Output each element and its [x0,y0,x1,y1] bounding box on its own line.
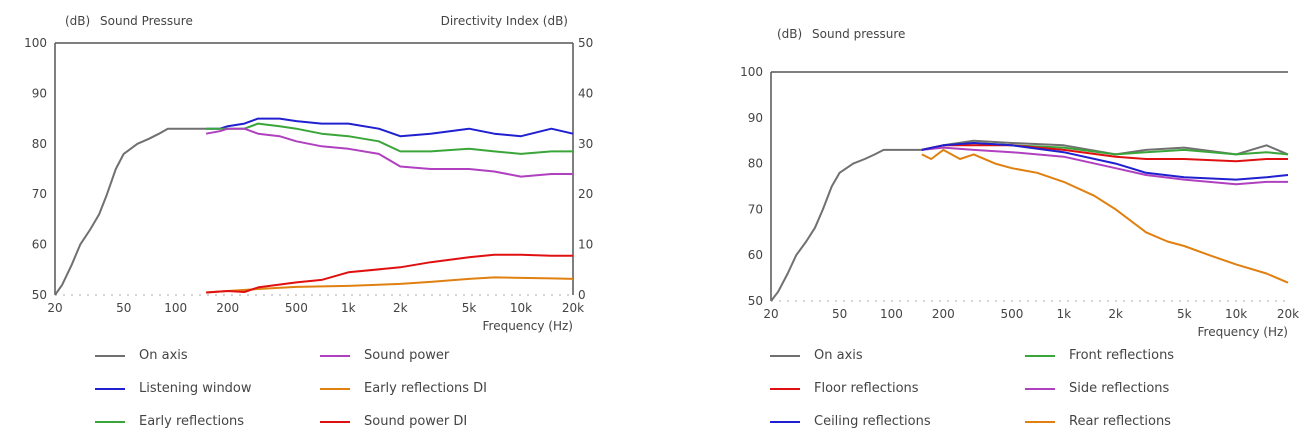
legend-label: Ceiling reflections [814,414,931,429]
chart-2-ytick-label: 90 [748,111,763,125]
chart-1-xtick-label: 20k [562,301,584,315]
chart-1-series-listening-window [206,117,574,138]
legend-label: Floor reflections [814,381,919,396]
chart-1-ytick-label: 50 [32,288,47,302]
chart-2-xtick-label: 100 [880,307,903,321]
chart-2-xtick-label: 5k [1177,307,1192,321]
chart-1-ytick-label: 80 [32,137,47,151]
chart-1-xtick-label: 5k [462,301,477,315]
chart-1-ytick-right-label: 0 [578,288,586,302]
legend-swatch [320,354,350,357]
chart-1-series-on-axis [54,127,207,296]
chart-2-ytick-label: 70 [748,202,763,216]
legend-label: On axis [814,348,863,363]
chart-2-xtick-label: 1k [1056,307,1071,321]
legend-item: Rear reflections [1025,413,1171,431]
chart-2-series-floor-reflections [921,144,1288,163]
legend-item: Sound power [320,347,449,365]
chart-2-ytick-label: 50 [748,294,763,308]
chart-1-ytick-label: 90 [32,86,47,100]
chart-1-xtick-label: 1k [341,301,356,315]
chart-1-xtick-label: 20 [47,301,62,315]
legend-swatch [95,354,125,357]
chart-1-xtick-label: 500 [285,301,308,315]
legend-item: Sound power DI [320,413,467,431]
legend-item: Early reflections DI [320,380,487,398]
legend-label: Sound power DI [364,414,468,429]
legend-item: Front reflections [1025,347,1174,365]
legend-item: Ceiling reflections [770,413,931,431]
chart-1-ytick-right-label: 30 [578,137,593,151]
chart-2-ytick-label: 100 [740,65,763,79]
legend-label: Listening window [139,381,252,396]
chart-1-xtick-label: 2k [393,301,408,315]
legend-label: Early reflections [139,414,245,429]
legend-item: Early reflections [95,413,244,431]
chart-1-series-sound-power [205,127,573,178]
chart-2-xtick-label: 10k [1225,307,1247,321]
legend-item: Listening window [95,380,252,398]
legend-swatch [1025,420,1055,423]
chart-1-ytick-label: 100 [24,36,47,50]
legend-label: Front reflections [1069,348,1175,363]
chart-1-ytick-label: 70 [32,187,47,201]
chart-2-title: Sound pressure [812,27,905,41]
chart-2-xtick-label: 20k [1277,307,1299,321]
chart-1-xlabel: Frequency (Hz) [483,319,574,333]
chart-2-series-rear-reflections [921,148,1289,284]
chart-2-xlabel: Frequency (Hz) [1198,325,1289,339]
legend-label: On axis [139,348,188,363]
legend-item: On axis [770,347,863,365]
legend-item: Side reflections [1025,380,1169,398]
chart-2-ytick-label: 80 [748,157,763,171]
legend-label: Rear reflections [1069,414,1171,429]
chart-1-series-early-reflections-di [206,276,574,294]
chart-2-xtick-label: 50 [832,307,847,321]
chart-1-ytick-right-label: 20 [578,187,593,201]
chart-2-series-side-reflections [921,146,1288,186]
chart-1-xtick-label: 50 [116,301,131,315]
chart-2-ylabel: (dB) [777,27,802,41]
legend-swatch [770,354,800,357]
chart-2-ytick-label: 60 [748,248,763,262]
legend-item: Floor reflections [770,380,919,398]
legend-swatch [320,420,350,423]
chart-1-title: Sound Pressure [100,14,193,28]
chart-1-series-sound-power-di [206,253,573,294]
chart-1-ytick-label: 60 [32,238,47,252]
chart-2-xtick-label: 20 [763,307,778,321]
chart-2-xtick-label: 200 [932,307,955,321]
legend-label: Early reflections DI [364,381,488,396]
legend-swatch [770,387,800,390]
legend-swatch [1025,354,1055,357]
chart-1-ylabel-right: Directivity Index (dB) [441,14,568,28]
chart-1-series-early-reflections [206,122,573,155]
legend-swatch [95,420,125,423]
chart-1-xtick-label: 10k [510,301,532,315]
legend-label: Sound power [364,348,450,363]
legend-swatch [770,420,800,423]
chart-1-ytick-right-label: 50 [578,36,593,50]
legend-item: On axis [95,347,188,365]
legend-swatch [320,387,350,390]
chart-1-ytick-right-label: 40 [578,86,593,100]
legend-label: Side reflections [1069,381,1170,396]
chart-1-xtick-label: 100 [164,301,187,315]
chart-2-xtick-label: 500 [1000,307,1023,321]
chart-1-ytick-right-label: 10 [578,238,593,252]
legend-swatch [1025,387,1055,390]
chart-1-ylabel: (dB) [65,14,90,28]
chart-1-xtick-label: 200 [216,301,239,315]
chart-2-xtick-label: 2k [1108,307,1123,321]
chart-2-series-ceiling-reflections [921,142,1289,181]
chart-2-series-on-axis [770,139,1289,302]
legend-swatch [95,387,125,390]
